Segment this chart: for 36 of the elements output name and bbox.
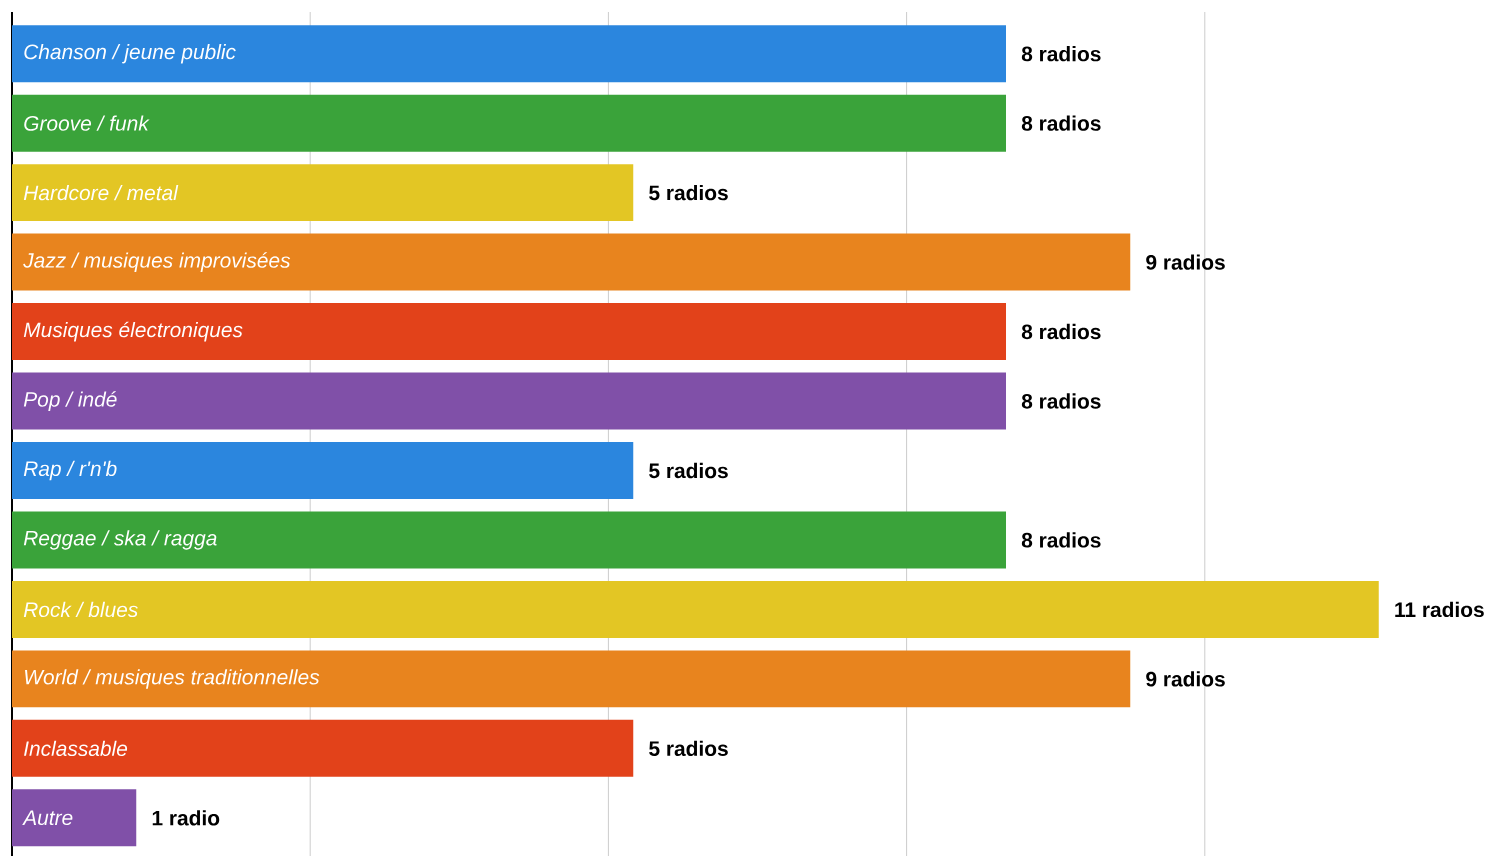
data-label: 8 radios bbox=[1021, 323, 1101, 340]
y-tick-label: Groove / funk bbox=[24, 115, 150, 131]
bar bbox=[12, 372, 1006, 430]
data-label: 9 radios bbox=[1146, 671, 1225, 687]
data-label: 8 radios bbox=[1021, 393, 1101, 409]
y-tick-label: Jazz / musiques improvisées bbox=[23, 252, 291, 272]
data-label: 11 radios bbox=[1395, 601, 1484, 618]
bar bbox=[12, 789, 137, 847]
y-tick-label: Autre bbox=[22, 810, 73, 826]
bar bbox=[12, 511, 1006, 569]
bar bbox=[12, 719, 634, 777]
bar bbox=[12, 650, 1131, 708]
bar bbox=[12, 233, 1131, 291]
y-tick-label: Inclassable bbox=[24, 740, 128, 757]
y-tick-label: Reggae / ska / ragga bbox=[23, 530, 217, 550]
data-label: 5 radios bbox=[649, 184, 728, 201]
y-tick-label: Pop / indé bbox=[23, 391, 117, 411]
bar bbox=[12, 580, 1379, 638]
data-label: 8 radios bbox=[1021, 532, 1101, 548]
y-tick-label: Rock / blues bbox=[23, 601, 138, 618]
bar bbox=[12, 25, 1006, 83]
y-tick-label: Rap / r'n'b bbox=[23, 460, 117, 481]
y-tick-label: Chanson / jeune public bbox=[24, 43, 236, 64]
data-label: 8 radios bbox=[1021, 115, 1101, 131]
bar bbox=[12, 442, 634, 499]
y-tick-label: Hardcore / metal bbox=[23, 184, 179, 201]
bar bbox=[12, 94, 1006, 152]
y-tick-label: Musiques électroniques bbox=[23, 321, 243, 342]
data-label: 5 radios bbox=[649, 740, 728, 757]
y-tick-label: World / musiques traditionnelles bbox=[25, 669, 320, 689]
bar bbox=[12, 164, 634, 222]
data-label: 8 radios bbox=[1021, 46, 1101, 62]
data-label: 9 radios bbox=[1146, 254, 1225, 270]
data-label: 5 radios bbox=[649, 462, 728, 479]
data-label: 1 radio bbox=[152, 810, 220, 826]
bar bbox=[12, 303, 1006, 361]
